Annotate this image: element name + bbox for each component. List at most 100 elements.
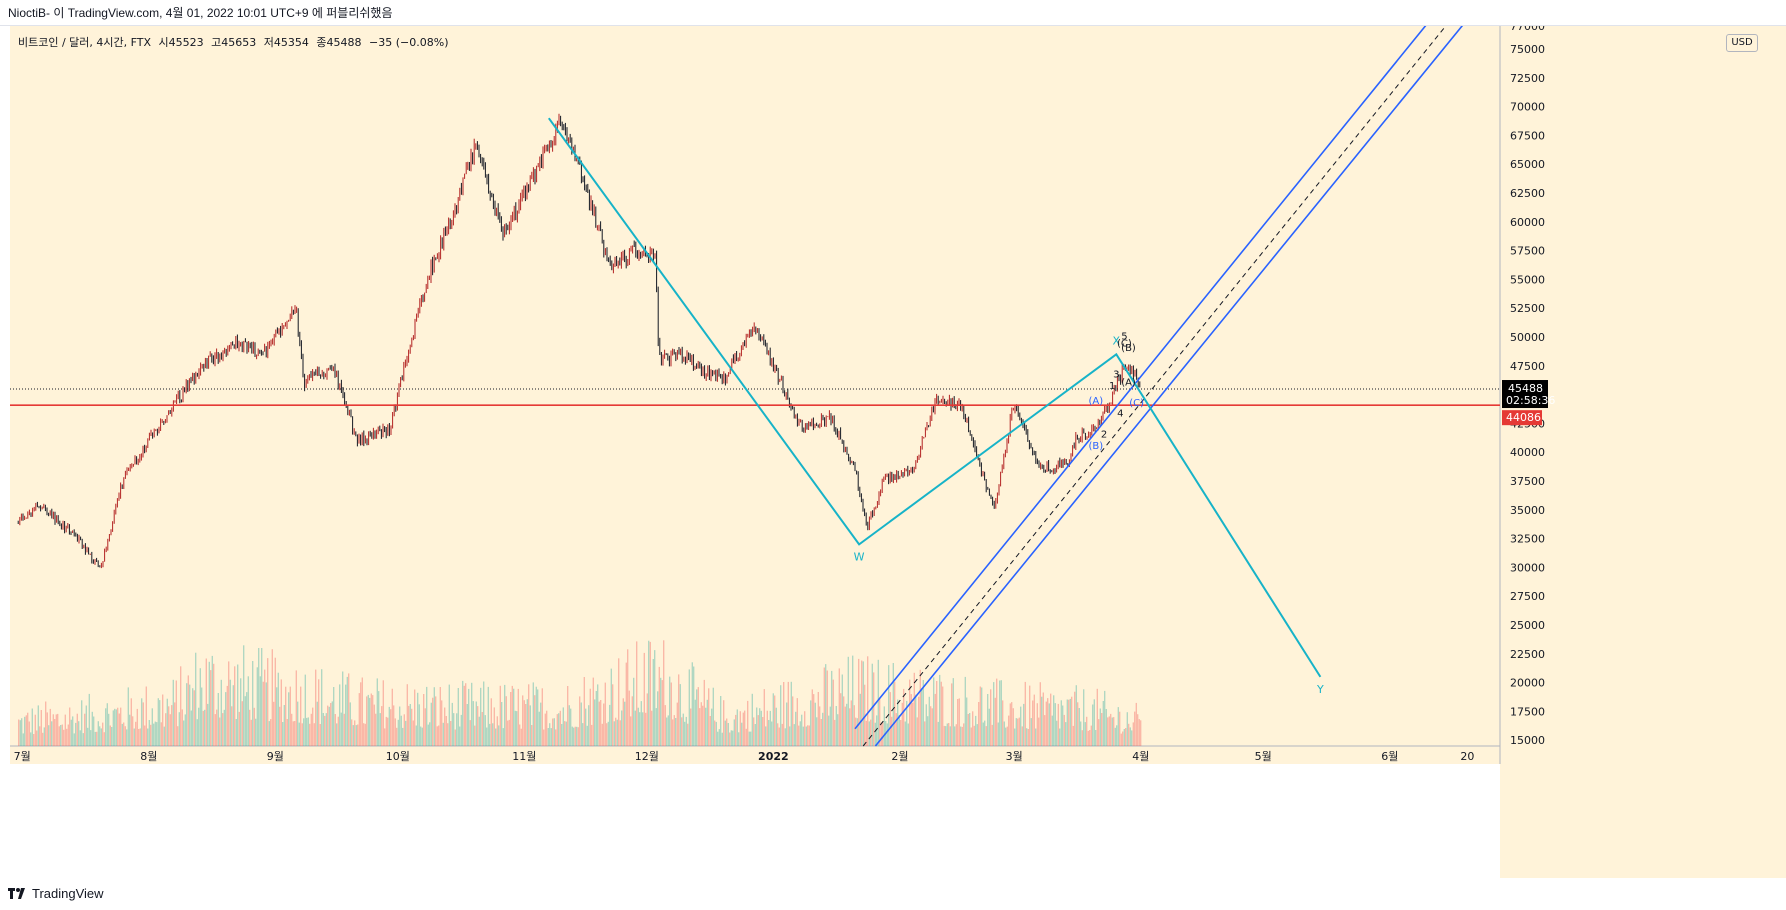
volume-bar bbox=[634, 710, 636, 746]
volume-bar bbox=[822, 712, 824, 746]
volume-bar bbox=[364, 723, 366, 746]
volume-bar bbox=[811, 689, 813, 746]
volume-bar bbox=[1123, 729, 1125, 746]
volume-bar bbox=[571, 726, 573, 746]
volume-bar bbox=[597, 684, 599, 746]
volume-bar bbox=[546, 710, 548, 746]
volume-bar bbox=[151, 708, 153, 746]
volume-bar bbox=[670, 682, 672, 746]
volume-bar bbox=[67, 724, 69, 746]
volume-bar bbox=[990, 689, 992, 746]
volume-bar bbox=[580, 702, 582, 746]
volume-bar bbox=[70, 719, 72, 746]
volume-bar bbox=[189, 684, 191, 746]
volume-bar bbox=[958, 698, 960, 746]
volume-bar bbox=[915, 694, 917, 746]
volume-bar bbox=[628, 690, 630, 746]
volume-bar bbox=[508, 719, 510, 746]
volume-bar bbox=[679, 684, 681, 746]
volume-bar bbox=[402, 727, 404, 746]
volume-bar bbox=[1051, 715, 1053, 746]
volume-bar bbox=[435, 696, 437, 746]
time-tick-label: 9월 bbox=[267, 750, 284, 763]
volume-bar bbox=[943, 725, 945, 746]
volume-bar bbox=[697, 687, 699, 746]
volume-bar bbox=[114, 708, 116, 746]
price-axis-background bbox=[1500, 26, 1786, 878]
volume-bar bbox=[888, 665, 890, 746]
volume-bar bbox=[967, 714, 969, 746]
volume-bar bbox=[663, 640, 665, 746]
price-tick-label: 67500 bbox=[1510, 129, 1545, 142]
volume-bar bbox=[297, 701, 299, 746]
volume-bar bbox=[138, 729, 140, 746]
price-tick-label: 35000 bbox=[1510, 504, 1545, 517]
volume-bar bbox=[76, 713, 78, 746]
volume-bar bbox=[766, 710, 768, 746]
volume-bar bbox=[225, 692, 227, 746]
volume-bar bbox=[1134, 711, 1136, 746]
volume-bar bbox=[255, 718, 257, 746]
wave-count-label: (A) bbox=[1121, 377, 1136, 388]
volume-bar bbox=[246, 692, 248, 746]
volume-bar bbox=[25, 715, 27, 746]
volume-bar bbox=[477, 706, 479, 746]
volume-bar bbox=[303, 718, 305, 746]
currency-button[interactable]: USD bbox=[1726, 34, 1758, 52]
volume-bar bbox=[142, 702, 144, 746]
volume-bar bbox=[973, 725, 975, 746]
volume-bar bbox=[714, 720, 716, 746]
volume-bar bbox=[322, 713, 324, 746]
chart-frame[interactable]: W X Y 5 (C) (B) 3 1 (A) (A) 4 2 (B) (C) 15000 17500 2000… bbox=[10, 26, 1786, 878]
wave-count-label: (C) bbox=[1129, 398, 1144, 409]
volume-bar bbox=[880, 722, 882, 746]
volume-bar bbox=[64, 714, 66, 746]
volume-bar bbox=[982, 722, 984, 746]
volume-bar bbox=[756, 707, 758, 746]
volume-bar bbox=[559, 710, 561, 746]
volume-bar bbox=[294, 721, 296, 746]
volume-bar bbox=[955, 724, 957, 746]
volume-bar bbox=[555, 729, 557, 746]
volume-bar bbox=[406, 684, 408, 746]
volume-bar bbox=[718, 729, 720, 746]
volume-bar bbox=[339, 684, 341, 746]
volume-bar bbox=[378, 691, 380, 746]
volume-bar bbox=[126, 729, 128, 746]
volume-bar bbox=[1077, 702, 1079, 746]
volume-bar bbox=[994, 697, 996, 746]
volume-bar bbox=[921, 688, 923, 746]
volume-bar bbox=[375, 713, 377, 746]
volume-bar bbox=[607, 721, 609, 746]
volume-bar bbox=[553, 718, 555, 746]
volume-bar bbox=[573, 727, 575, 746]
volume-bar bbox=[21, 718, 23, 746]
volume-bar bbox=[867, 656, 869, 746]
volume-bar bbox=[87, 727, 89, 746]
volume-bar bbox=[753, 717, 755, 746]
price-tick-label: 72500 bbox=[1510, 72, 1545, 85]
volume-bar bbox=[109, 725, 111, 746]
price-tick-label: 75000 bbox=[1510, 43, 1545, 56]
volume-bar bbox=[873, 672, 875, 746]
volume-bar bbox=[459, 726, 461, 746]
volume-bar bbox=[454, 729, 456, 746]
volume-bar bbox=[1111, 717, 1113, 746]
volume-bar bbox=[316, 701, 318, 746]
volume-bar bbox=[420, 726, 422, 746]
volume-bar bbox=[757, 715, 759, 746]
volume-bar bbox=[448, 684, 450, 746]
volume-bar bbox=[783, 682, 785, 746]
volume-bar bbox=[496, 716, 498, 746]
volume-bar bbox=[900, 720, 902, 746]
volume-bar bbox=[84, 713, 86, 746]
volume-bar bbox=[469, 720, 471, 746]
wave-label-W: W bbox=[854, 550, 865, 563]
volume-bar bbox=[849, 708, 851, 746]
volume-bar bbox=[751, 693, 753, 746]
tradingview-logo-icon bbox=[8, 888, 25, 899]
volume-bar bbox=[291, 713, 293, 746]
volume-bar bbox=[33, 734, 35, 746]
legend-open: 시45523 bbox=[158, 36, 204, 49]
